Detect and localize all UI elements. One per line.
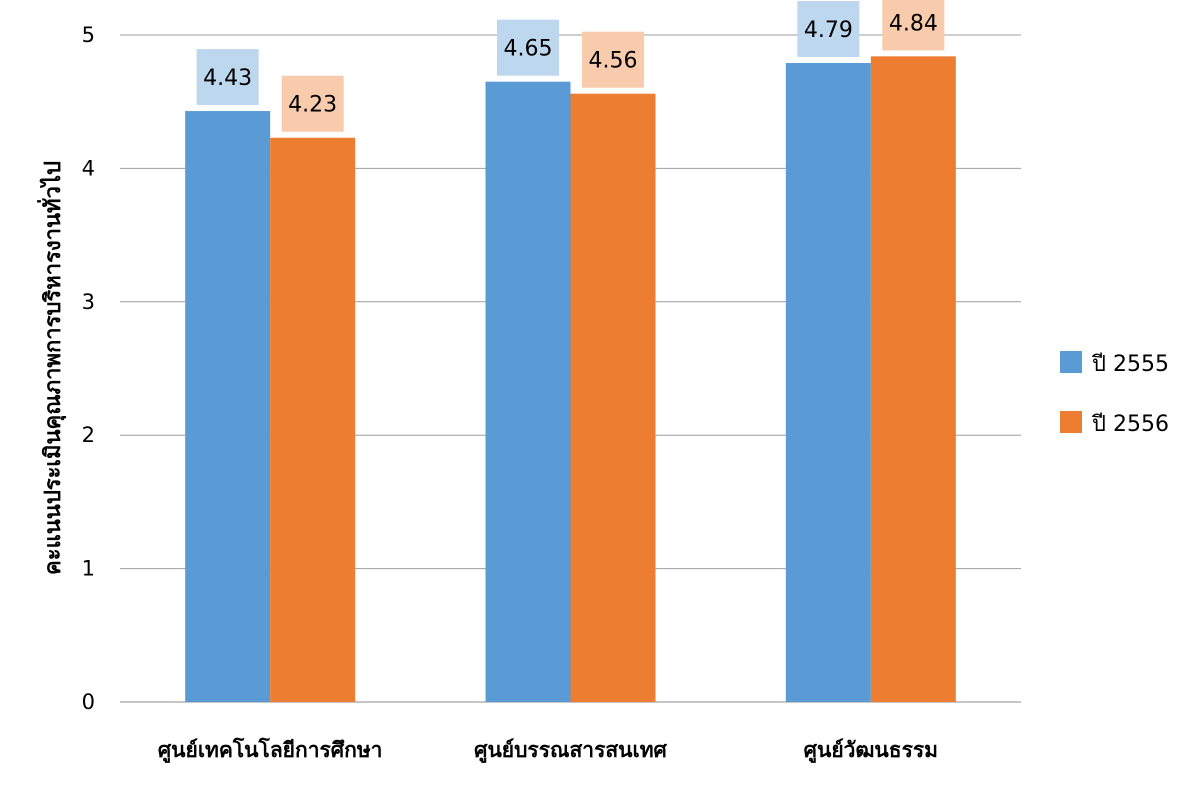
y-tick-label: 1 <box>82 557 95 581</box>
bars <box>185 56 956 703</box>
category-label: ศูนย์บรรณสารสนเทศ <box>474 738 667 764</box>
y-tick-label: 3 <box>82 290 95 314</box>
data-label-box <box>582 31 644 88</box>
bar <box>570 93 656 703</box>
data-label-box <box>882 0 945 51</box>
data-label: 4.79 <box>804 18 853 43</box>
bar <box>485 81 571 702</box>
y-tick-label: 5 <box>82 23 95 47</box>
legend-label: ปี 2556 <box>1091 412 1169 437</box>
data-labels: 4.43 4.23 4.65 4.56 4.79 4.84 <box>196 0 945 132</box>
y-tick-label: 0 <box>82 690 95 714</box>
bar <box>270 137 356 702</box>
bar <box>185 111 271 702</box>
bar <box>785 63 871 703</box>
legend-label: ปี 2555 <box>1091 352 1169 377</box>
x-axis-categories: ศูนย์เทคโนโลยีการศึกษา ศูนย์บรรณสารสนเทศ ศ… <box>158 737 938 764</box>
data-label: 4.23 <box>288 93 337 118</box>
legend-swatch <box>1060 411 1082 433</box>
category-label: ศูนย์วัฒนธรรม <box>804 738 938 764</box>
y-tick-label: 4 <box>82 156 95 180</box>
category-label: ศูนย์เทคโนโลยีการศึกษา <box>158 737 383 764</box>
data-label: 4.65 <box>504 37 553 62</box>
y-axis-ticks: 0 1 2 3 4 5 <box>82 23 95 714</box>
data-label-box <box>196 49 259 106</box>
y-tick-label: 2 <box>82 423 95 447</box>
legend: ปี 2555 ปี 2556 <box>1060 351 1169 437</box>
data-label-box <box>281 75 344 132</box>
y-axis-title: คะแนนประเมินคุณภาพการบริหารงานทั่วไป <box>36 161 67 575</box>
data-label: 4.56 <box>589 49 638 74</box>
data-label: 4.84 <box>889 11 938 36</box>
legend-swatch <box>1060 351 1082 373</box>
data-label-box <box>797 1 860 58</box>
data-label: 4.43 <box>203 66 252 91</box>
bar <box>870 56 956 703</box>
data-label-box <box>497 19 559 76</box>
